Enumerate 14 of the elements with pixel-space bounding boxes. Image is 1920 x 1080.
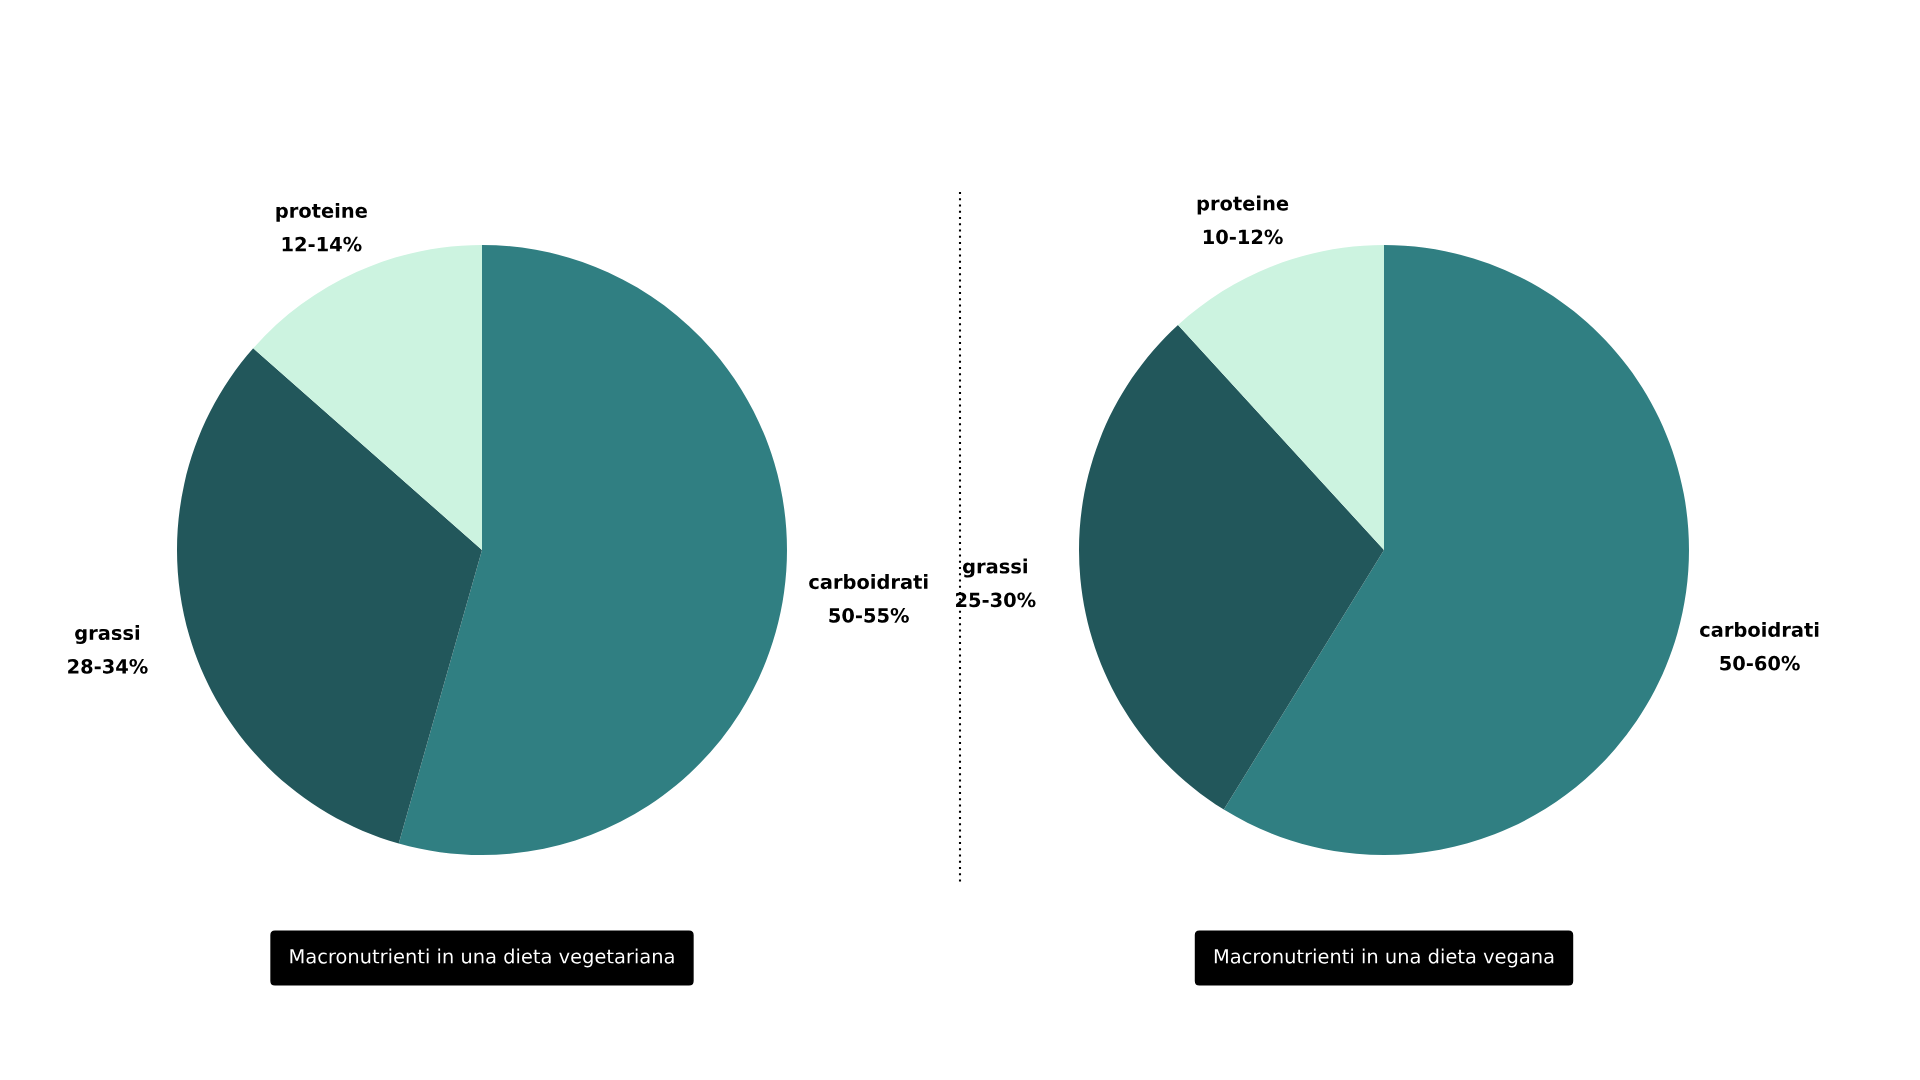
text: Macronutrienti in una dieta vegana <box>1214 948 1554 968</box>
slice-label: proteine <box>1197 195 1289 215</box>
text: 50-55% <box>829 607 909 623</box>
text: 25-30% <box>956 592 1036 608</box>
text: 10-12% <box>1203 229 1283 245</box>
slice-label: proteine <box>276 202 367 222</box>
slice-label: grassi <box>75 625 140 645</box>
text: 50-60% <box>1720 655 1800 671</box>
slice-label: carboidrati <box>1700 621 1819 637</box>
slice-label: grassi <box>962 558 1027 578</box>
text: 12-14% <box>282 236 362 252</box>
slice-label: carboidrati <box>809 574 928 590</box>
text: 28-34% <box>68 659 148 674</box>
text: Macronutrienti in una dieta vegetariana <box>290 948 674 968</box>
